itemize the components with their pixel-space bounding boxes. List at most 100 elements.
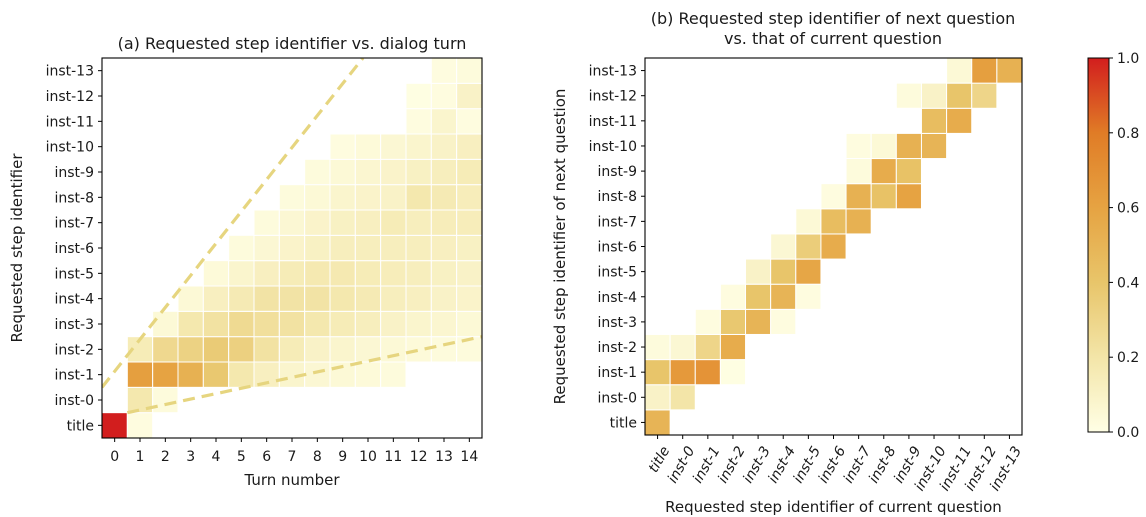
- heatmap-cell: [430, 158, 458, 186]
- heatmap-cell: [329, 133, 356, 160]
- heatmap-cell: [996, 57, 1023, 84]
- heatmap-cell: [253, 336, 280, 363]
- heatmap-cell: [329, 234, 356, 262]
- y-tick-label: inst-3: [597, 315, 637, 331]
- heatmap-cell: [329, 336, 356, 363]
- heatmap-cell: [456, 310, 483, 338]
- heatmap-cell: [430, 133, 458, 160]
- heatmap-cell: [456, 82, 483, 110]
- heatmap-cell: [304, 361, 331, 388]
- heatmap-cell: [870, 132, 897, 160]
- y-tick-label: inst-3: [54, 317, 94, 333]
- heatmap-cell: [845, 183, 872, 210]
- x-tick-label: 13: [435, 449, 453, 465]
- x-axis-label: Requested step identifier of current que…: [665, 498, 1002, 516]
- heatmap-cell: [278, 285, 306, 312]
- heatmap-cell: [895, 82, 922, 109]
- colorbar-tick-label: 0.4: [1117, 275, 1139, 291]
- y-tick-label: inst-10: [46, 140, 94, 156]
- heatmap-cell: [405, 209, 432, 236]
- heatmap-cell: [177, 361, 204, 388]
- heatmap-cell: [253, 260, 280, 287]
- y-tick-label: inst-12: [46, 89, 94, 105]
- heatmap-cell: [456, 234, 483, 262]
- heatmap-cell: [278, 260, 306, 287]
- chart-title: (a) Requested step identifier vs. dialog…: [118, 34, 467, 53]
- heatmap-cell: [405, 260, 432, 287]
- heatmap-cell: [430, 184, 458, 211]
- heatmap-cell: [795, 283, 822, 310]
- heatmap-cell: [253, 310, 280, 338]
- x-tick-label: 0: [110, 449, 119, 465]
- heatmap-cell: [795, 208, 822, 235]
- heatmap-cell: [920, 107, 948, 134]
- heatmap-cell: [430, 209, 458, 236]
- heatmap-cell: [354, 184, 382, 211]
- heatmap-cell: [380, 209, 407, 236]
- heatmap-cell: [278, 234, 306, 262]
- heatmap-cell: [278, 310, 306, 338]
- y-tick-label: inst-6: [54, 241, 94, 257]
- heatmap-cell: [380, 260, 407, 287]
- x-axis-label: Turn number: [243, 471, 340, 489]
- heatmap-cell: [845, 158, 872, 185]
- heatmap-cell: [669, 359, 696, 386]
- heatmap-cell: [202, 310, 230, 338]
- y-tick-label: inst-8: [54, 190, 94, 206]
- y-tick-label: inst-8: [597, 189, 637, 205]
- x-tick-label: 4: [212, 449, 221, 465]
- heatmap-cell: [430, 285, 458, 312]
- heatmap-cell: [152, 361, 179, 388]
- heatmap-cell: [920, 132, 948, 160]
- y-tick-label: inst-1: [54, 368, 94, 384]
- y-tick-label: inst-10: [589, 139, 637, 155]
- heatmap-cell: [329, 310, 356, 338]
- heatmap-cell: [354, 133, 382, 160]
- y-tick-label: inst-0: [54, 393, 94, 409]
- heatmap-cell: [694, 308, 721, 335]
- heatmap-cell: [228, 310, 255, 338]
- heatmap-cell: [971, 82, 998, 109]
- y-tick-label: inst-2: [597, 340, 637, 356]
- heatmap-cell: [329, 209, 356, 236]
- y-tick-label: inst-9: [54, 165, 94, 181]
- heatmap-cell: [202, 285, 230, 312]
- heatmap-cell: [456, 133, 483, 160]
- y-tick-label: inst-13: [589, 64, 637, 80]
- heatmap-cell: [380, 158, 407, 186]
- heatmap-cell: [694, 333, 721, 361]
- heatmap-cell: [845, 132, 872, 160]
- y-tick-label: inst-12: [589, 89, 637, 105]
- x-tick-label: 11: [384, 449, 402, 465]
- colorbar-tick-label: 0.2: [1117, 350, 1139, 366]
- heatmap-cell: [278, 184, 306, 211]
- heatmap-cell: [946, 107, 973, 134]
- colorbar: 0.0 0.2 0.4 0.6 0.8 1.0: [1087, 51, 1139, 441]
- heatmap-cell: [430, 234, 458, 262]
- y-tick-label: inst-5: [597, 265, 637, 281]
- heatmap-cell: [354, 361, 382, 388]
- heatmap-cell: [380, 310, 407, 338]
- colorbar-tick-label: 0.0: [1117, 425, 1139, 441]
- heatmap-cell: [228, 285, 255, 312]
- heatmap-cell: [126, 412, 154, 439]
- y-axis-label: Requested step identifier: [8, 153, 26, 343]
- heatmap-cell: [304, 285, 331, 312]
- colorbar-tick-label: 0.6: [1117, 201, 1139, 217]
- heatmap-cell: [405, 82, 432, 110]
- heatmap-cell: [644, 359, 671, 386]
- y-tick-label: inst-5: [54, 266, 94, 282]
- heatmap-cell: [126, 361, 154, 388]
- heatmap-cell: [405, 108, 432, 135]
- heatmap-cell: [644, 384, 671, 411]
- heatmap-cell: [719, 283, 747, 310]
- heatmap-cell: [329, 184, 356, 211]
- y-tick-label: title: [610, 415, 637, 431]
- heatmap-cell: [126, 386, 154, 414]
- x-tick-label: 5: [237, 449, 246, 465]
- heatmap-cell: [946, 57, 973, 84]
- heatmap-cell: [644, 333, 671, 361]
- heatmap-cell: [304, 234, 331, 262]
- heatmap-cell: [770, 308, 797, 335]
